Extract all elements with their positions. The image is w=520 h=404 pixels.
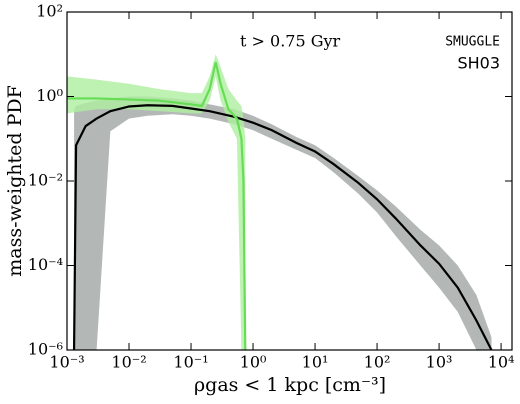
line [67, 61, 247, 350]
legend-label: SMUGGLE [445, 35, 500, 50]
x-tick-label: 10² [364, 353, 391, 372]
y-tick-label: 10⁰ [36, 86, 63, 105]
x-tick-label: 10⁻² [111, 353, 146, 372]
y-tick-label: 10⁻⁴ [28, 255, 63, 274]
band [74, 96, 492, 350]
legend-label: SH03 [457, 54, 500, 73]
y-axis-label: mass-weighted PDF [4, 85, 26, 277]
x-tick-label: 10⁻³ [49, 353, 84, 372]
line [72, 104, 493, 350]
plot-area [67, 54, 493, 350]
x-tick-label: 10⁻¹ [173, 353, 208, 372]
y-tick-label: 10⁻² [28, 171, 63, 190]
y-tick-label: 10⁻⁶ [28, 340, 63, 359]
annotation: t > 0.75 Gyr [240, 32, 341, 51]
x-tick-label: 10⁰ [240, 353, 267, 372]
x-tick-label: 10¹ [302, 353, 329, 372]
x-tick-label: 10³ [426, 353, 453, 372]
plot-frame [66, 11, 513, 351]
x-tick-label: 10⁴ [488, 353, 515, 372]
band [67, 54, 246, 350]
x-axis-label: ρgas < 1 kpc [cm⁻³] [194, 374, 386, 396]
y-tick-label: 10² [36, 2, 63, 21]
